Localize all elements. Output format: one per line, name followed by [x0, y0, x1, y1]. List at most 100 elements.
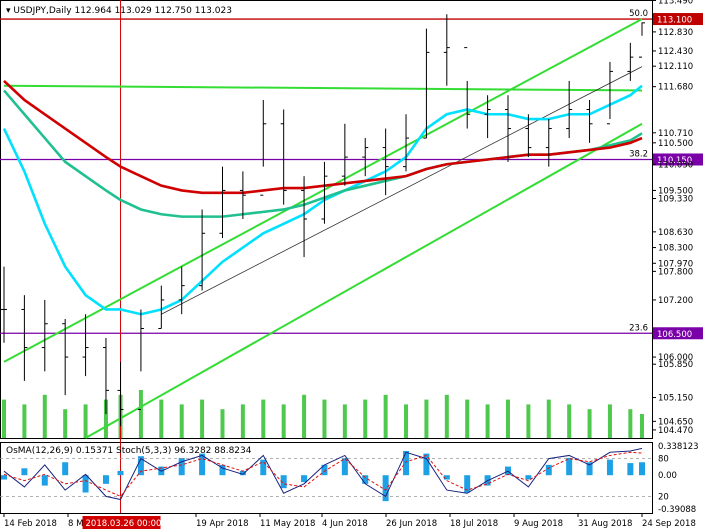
- price-bar: [627, 42, 634, 81]
- indicator-axis-label: 20: [658, 492, 669, 502]
- time-tick-label: 18 Jul 2018: [450, 519, 498, 529]
- volume-bar: [628, 409, 633, 438]
- time-tick-label: 8 M: [68, 519, 83, 529]
- price-tick-label: 112.830: [658, 28, 693, 38]
- osma-bar: [21, 468, 28, 476]
- price-bar: [199, 209, 206, 291]
- volume-bar: [363, 399, 368, 438]
- price-bars: [1, 14, 645, 427]
- volume-bar: [444, 394, 449, 438]
- volume-bar: [261, 399, 266, 438]
- price-tick-label: 105.150: [658, 394, 693, 404]
- osma-bar: [341, 457, 348, 476]
- level-tag: [653, 153, 703, 166]
- volume-bar: [607, 404, 612, 438]
- osma-bar: [117, 470, 124, 476]
- price-bar: [504, 95, 511, 162]
- price-bar: [158, 285, 165, 329]
- price-bar: [525, 114, 532, 158]
- osma-bar: [62, 462, 69, 476]
- volume-bar: [404, 404, 409, 438]
- level-tag-label: 113.100: [657, 16, 692, 26]
- price-bar: [137, 309, 144, 410]
- volume-bar: [322, 399, 327, 438]
- time-tick-label: 31 Aug 2018: [578, 519, 632, 529]
- price-bar: [41, 299, 48, 372]
- price-tick-label: 110.050: [658, 160, 693, 170]
- osma-bar: [260, 459, 267, 476]
- volume-bar: [103, 399, 108, 438]
- price-bar: [566, 80, 573, 139]
- time-tick-label: 9 Aug 2018: [514, 519, 563, 529]
- volume-bar: [83, 404, 88, 438]
- indicator-header: OsMA(12,26,9) 0.15371 Stoch(5,3,3) 96.32…: [6, 446, 252, 456]
- osma-bar: [545, 464, 552, 476]
- volume-bar: [465, 399, 470, 438]
- price-bar: [239, 171, 246, 219]
- price-tick-label: 109.330: [658, 195, 693, 205]
- osma-bar: [102, 475, 109, 484]
- price-tick-label: 104.650: [658, 417, 693, 427]
- price-tick-label: 112.110: [658, 62, 693, 72]
- level-tag-label: 106.500: [657, 330, 692, 340]
- price-tick-label: 112.430: [658, 47, 693, 57]
- price-bar: [62, 318, 69, 396]
- volume-histogram: [2, 390, 644, 438]
- volume-bar: [485, 404, 490, 438]
- volume-bar: [383, 394, 388, 438]
- price-tick-label: 113.490: [658, 0, 693, 6]
- price-bar: [1, 266, 7, 343]
- osma-bar: [627, 463, 634, 476]
- volume-bar: [302, 394, 307, 438]
- volume-bar: [281, 404, 286, 438]
- price-tick-label: 107.200: [658, 296, 693, 306]
- volume-bar: [240, 404, 245, 438]
- price-tick-label: 109.500: [658, 186, 693, 196]
- osma-bar: [280, 475, 287, 489]
- volume-bar: [587, 409, 592, 438]
- indicator-panel: 0.338123 80 0.00 20 -0.39088: [0, 442, 699, 515]
- time-axis: 14 Feb 2018 8 M 19 Apr 2018 11 May 2018 4 Ju…: [3, 513, 696, 529]
- osma-bar: [219, 464, 226, 476]
- volume-bar: [546, 399, 551, 438]
- indicator-axis-label: 0.00: [658, 471, 677, 481]
- price-bar: [443, 14, 450, 86]
- price-bar: [586, 99, 593, 143]
- indicator-axis-label: 80: [658, 455, 669, 465]
- volume-bar: [342, 404, 347, 438]
- price-bar: [178, 266, 185, 315]
- volume-bar: [22, 404, 27, 438]
- volume-bar: [526, 404, 531, 438]
- osma-bar: [443, 475, 450, 480]
- time-tick-label: 19 Apr 2018: [196, 519, 249, 529]
- trend-channels[interactable]: [3, 18, 643, 439]
- volume-bar: [179, 404, 184, 438]
- price-bar: [341, 123, 348, 186]
- channel-line: [3, 18, 643, 363]
- price-tick-label: 111.680: [658, 83, 693, 93]
- price-bar: [639, 22, 645, 58]
- price-bar: [545, 119, 552, 167]
- price-tick-label: 110.710: [658, 129, 693, 139]
- osma-bar: [178, 457, 185, 476]
- price-axis: 113.490 112.830 112.430 112.110 111.680 110.7…: [652, 0, 693, 436]
- price-bar: [260, 99, 267, 196]
- stoch-main-line: [3, 447, 643, 501]
- osma-bar: [137, 456, 144, 476]
- volume-bar: [220, 409, 225, 438]
- osma-bar: [199, 453, 206, 476]
- price-tick-label: 105.850: [658, 360, 693, 370]
- price-bar: [464, 47, 471, 129]
- volume-bar: [159, 399, 164, 438]
- level-tag-label: 110.150: [657, 156, 692, 166]
- price-tick-label: 108.630: [658, 228, 693, 238]
- osma-bar: [606, 459, 613, 476]
- main-frame: [0, 0, 653, 439]
- osma-bar: [382, 475, 389, 502]
- time-tick-label: 11 May 2018: [260, 519, 315, 529]
- price-bar: [21, 295, 28, 381]
- osma-bar: [301, 475, 308, 483]
- time-tick-label: 26 Jun 2018: [386, 519, 437, 529]
- price-tick-label: 108.300: [658, 244, 693, 254]
